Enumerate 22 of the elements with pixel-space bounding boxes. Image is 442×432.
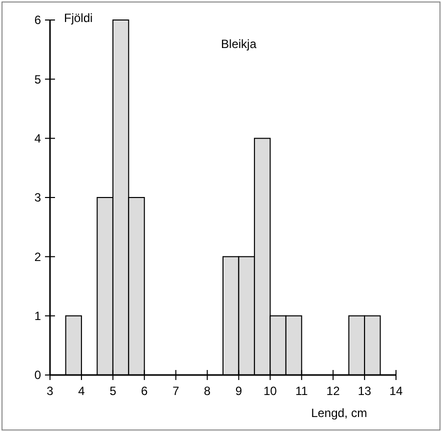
x-tick-label: 11 <box>295 384 308 398</box>
y-tick-label: 0 <box>34 368 42 382</box>
y-tick-label: 3 <box>34 190 42 205</box>
y-tick-label: 5 <box>34 72 42 86</box>
x-axis-title: Lengd, cm <box>311 406 368 420</box>
x-tick-label: 7 <box>172 384 180 398</box>
text: Bleikja <box>221 37 257 51</box>
x-tick-label: 13 <box>358 384 372 398</box>
x-tick-label: 10 <box>264 384 278 398</box>
y-tick-label: 6 <box>34 13 42 28</box>
x-tick-label: 4 <box>78 384 86 398</box>
x-tick-label: 14 <box>389 384 403 398</box>
y-axis-title: Fjöldi <box>64 11 93 25</box>
y-tick-label: 4 <box>34 132 42 146</box>
x-tick-label: 6 <box>141 384 148 398</box>
y-tick-label: 1 <box>34 309 42 324</box>
x-tick-label: 8 <box>204 384 211 398</box>
x-tick-label: 3 <box>46 384 54 398</box>
x-tick-label: 12 <box>326 384 340 398</box>
x-tick-label: 5 <box>110 384 117 398</box>
x-tick-label: 9 <box>235 384 242 398</box>
y-tick-label: 2 <box>34 250 42 264</box>
